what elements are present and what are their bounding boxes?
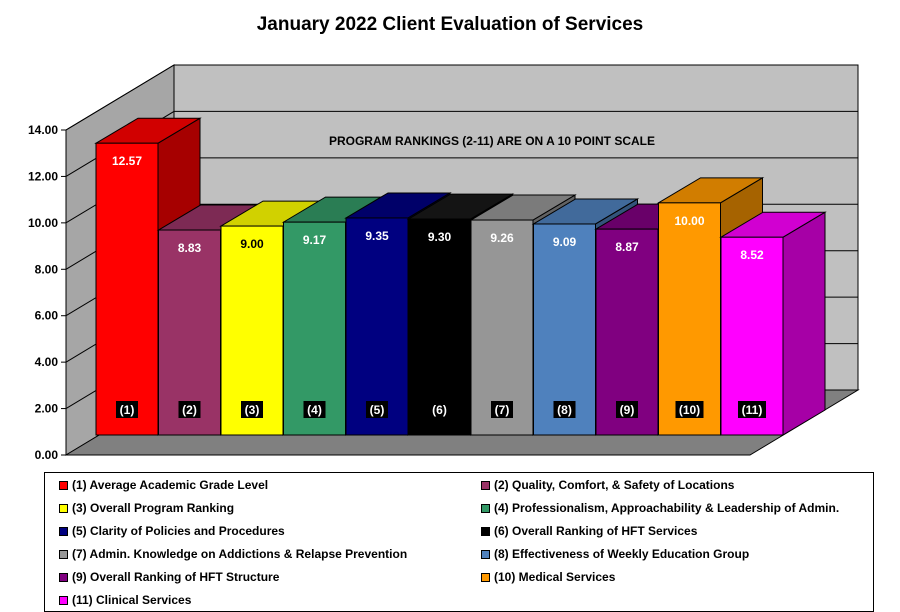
- legend-item: (10) Medical Services: [481, 569, 615, 585]
- bar-side: [782, 211, 826, 436]
- legend-swatch: [59, 503, 68, 513]
- bar-value-label: 9.09: [553, 235, 577, 249]
- y-tick-label: 4.00: [35, 355, 59, 369]
- bar-value-label: 9.17: [303, 233, 327, 247]
- category-label-box: [675, 401, 704, 418]
- legend-item: (9) Overall Ranking of HFT Structure: [59, 569, 279, 585]
- category-label-box: [303, 401, 326, 418]
- bar-front: [533, 223, 596, 436]
- category-label: (7): [495, 403, 510, 417]
- chart-title: January 2022 Client Evaluation of Servic…: [256, 14, 644, 35]
- legend-swatch: [481, 572, 490, 582]
- legend-item: (1) Average Academic Grade Level: [59, 477, 268, 493]
- category-label: (6): [432, 403, 447, 417]
- legend-item: (6) Overall Ranking of HFT Services: [481, 523, 697, 539]
- category-label: (11): [742, 403, 763, 417]
- legend-swatch: [59, 595, 68, 605]
- y-tick-label: 6.00: [35, 309, 59, 323]
- legend-swatch: [59, 572, 68, 582]
- legend-label: (6) Overall Ranking of HFT Services: [494, 524, 698, 538]
- category-label: (9): [620, 403, 635, 417]
- legend-label: (10) Medical Services: [494, 570, 616, 584]
- legend-swatch: [481, 526, 490, 536]
- legend-item: (2) Quality, Comfort, & Safety of Locati…: [481, 477, 734, 493]
- y-tick-label: 10.00: [28, 216, 58, 230]
- category-label-box: [616, 401, 638, 418]
- legend-item: (3) Overall Program Ranking: [59, 500, 234, 516]
- bar-value-label: 8.52: [740, 248, 764, 262]
- legend-label: (7) Admin. Knowledge on Addictions & Rel…: [72, 547, 408, 561]
- bar-value-label: 8.87: [615, 240, 639, 254]
- category-label-box: [738, 401, 766, 418]
- y-tick-label: 14.00: [28, 123, 58, 137]
- legend-label: (3) Overall Program Ranking: [72, 501, 235, 515]
- bar-11: 8.52 (11): [719, 211, 827, 436]
- bar-front: [408, 218, 471, 436]
- y-tick-label: 8.00: [35, 262, 59, 276]
- category-label: (2): [182, 403, 197, 417]
- bar-value-label: 10.00: [674, 214, 704, 228]
- legend-label: (2) Quality, Comfort, & Safety of Locati…: [494, 478, 735, 492]
- bar-front: [95, 142, 159, 436]
- y-tick-label: 2.00: [35, 402, 59, 416]
- y-tick-label: 0.00: [35, 448, 59, 462]
- bar-front: [220, 225, 284, 436]
- bar-value-label: 9.35: [365, 229, 389, 243]
- legend-swatch: [481, 549, 490, 559]
- legend-item: (8) Effectiveness of Weekly Education Gr…: [481, 546, 749, 562]
- bar-value-label: 9.30: [428, 230, 452, 244]
- legend-item: (7) Admin. Knowledge on Addictions & Rel…: [59, 546, 407, 562]
- category-label: (1): [120, 403, 135, 417]
- legend-label: (8) Effectiveness of Weekly Education Gr…: [494, 547, 750, 561]
- bar-front: [158, 229, 221, 436]
- legend-label: (9) Overall Ranking of HFT Structure: [72, 570, 280, 584]
- category-label: (8): [557, 403, 572, 417]
- category-label-box: [116, 401, 138, 418]
- bar-front: [345, 217, 409, 436]
- legend-swatch: [59, 549, 68, 559]
- legend-item: (5) Clarity of Policies and Procedures: [59, 523, 285, 539]
- category-label: (3): [245, 403, 260, 417]
- bar-front: [658, 202, 721, 436]
- category-label-box: [178, 401, 201, 418]
- chart-annotation: PROGRAM RANKINGS (2-11) ARE ON A 10 POIN…: [329, 134, 655, 148]
- chart-legend: (1) Average Academic Grade Level (2) Qual…: [44, 472, 874, 612]
- bar-front: [595, 228, 659, 436]
- category-label-box: [428, 401, 451, 418]
- legend-label: (1) Average Academic Grade Level: [72, 478, 269, 492]
- legend-label: (4) Professionalism, Approachability & L…: [494, 501, 840, 515]
- legend-label: (5) Clarity of Policies and Procedures: [72, 524, 285, 538]
- category-label: (4): [307, 403, 322, 417]
- y-tick-label: 12.00: [28, 169, 58, 183]
- category-label: (5): [370, 403, 385, 417]
- legend-swatch: [481, 480, 490, 490]
- legend-item: (4) Professionalism, Approachability & L…: [481, 500, 839, 516]
- category-label-box: [491, 401, 513, 418]
- bar-value-label: 8.83: [178, 241, 202, 255]
- bar-value-label: 12.57: [112, 154, 142, 168]
- legend-swatch: [481, 503, 490, 513]
- legend-label: (11) Clinical Services: [72, 593, 192, 607]
- legend-swatch: [59, 526, 68, 536]
- bar-value-label: 9.26: [490, 231, 514, 245]
- category-label-box: [553, 401, 576, 418]
- legend-swatch: [59, 480, 68, 490]
- bar-front: [283, 221, 346, 436]
- category-label: (10): [679, 403, 700, 417]
- category-label-box: [366, 401, 388, 418]
- gridline: [65, 64, 858, 131]
- category-label-box: [241, 401, 263, 418]
- bar-value-label: 9.00: [240, 237, 264, 251]
- chart-plot: 0.00 2.00 4.00 6.00 8.00 10.00 12.00 14.00 PROGR…: [28, 64, 860, 462]
- legend-item: (11) Clinical Services: [59, 592, 191, 608]
